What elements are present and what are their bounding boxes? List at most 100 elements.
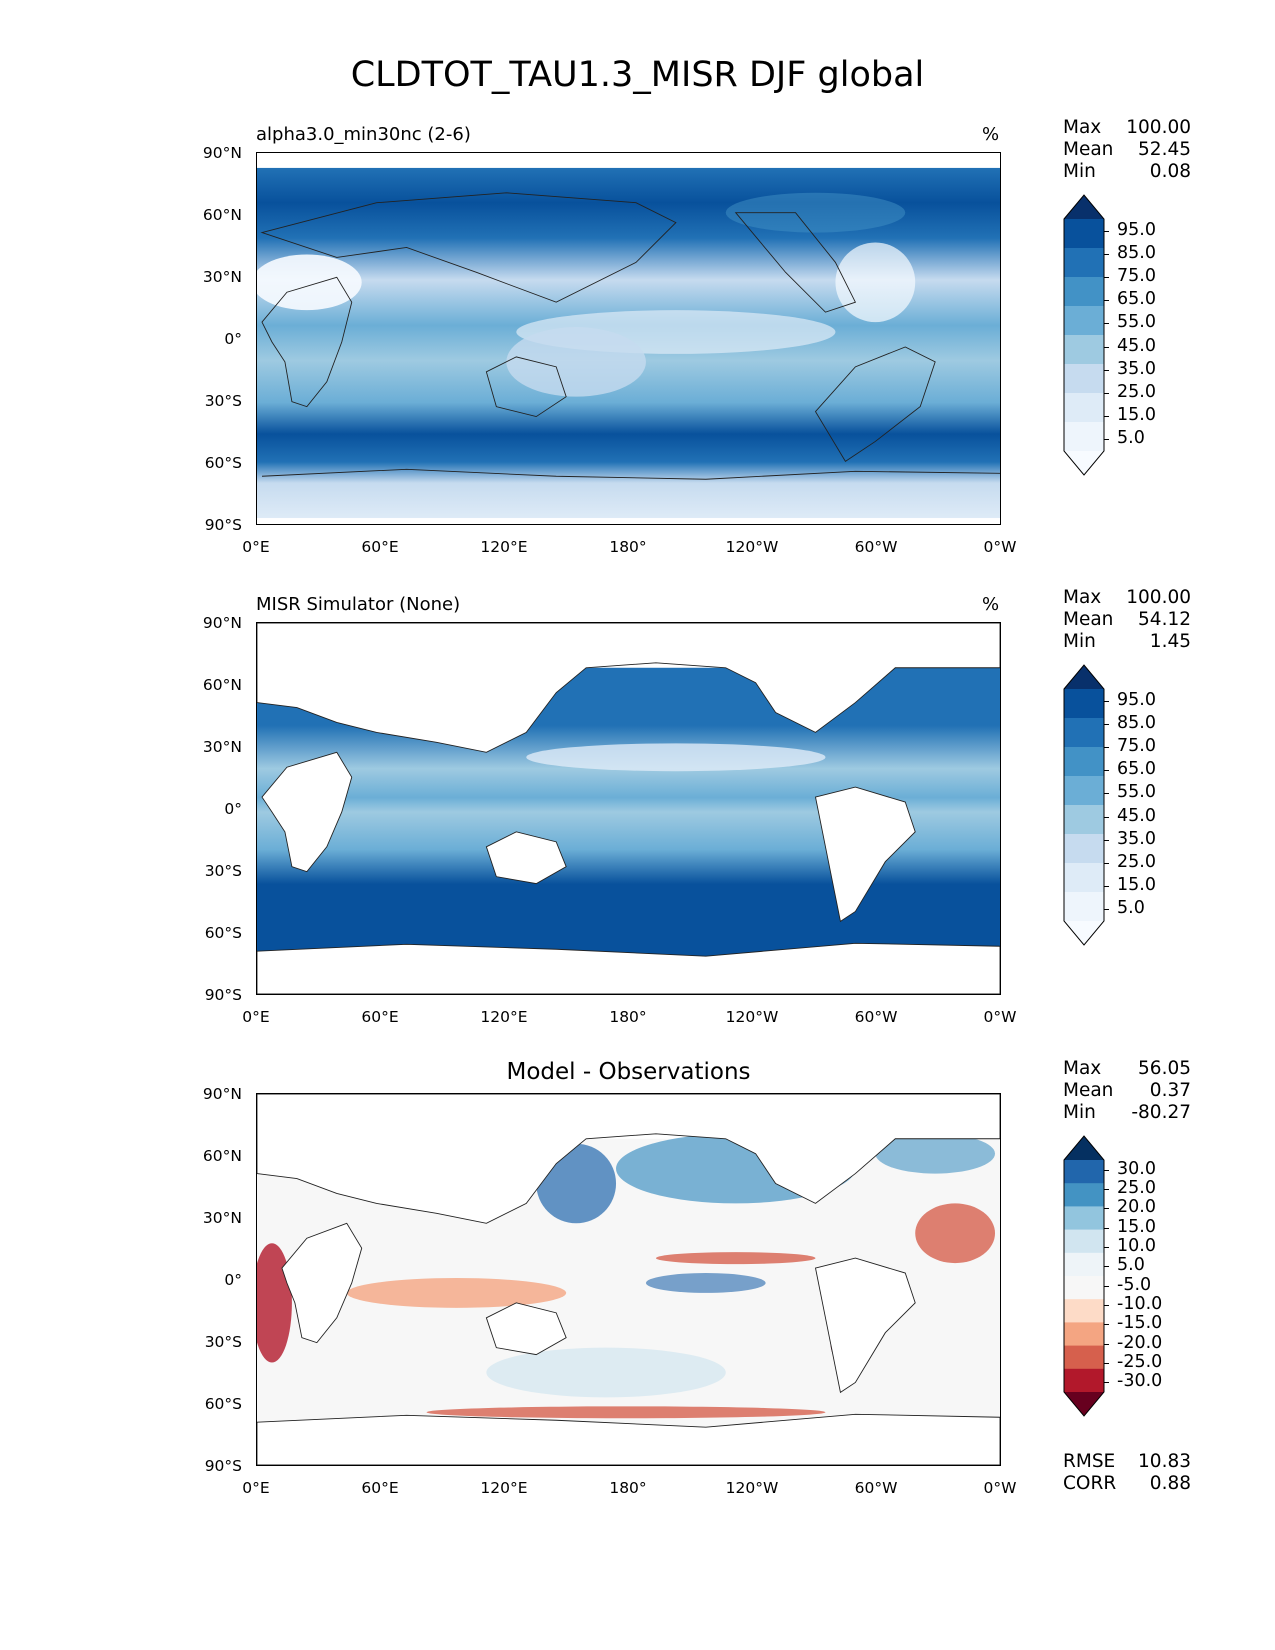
panel-title: MISR Simulator (None)	[256, 594, 461, 615]
colorbar-bin	[1064, 1229, 1104, 1254]
colorbar-tick	[1104, 863, 1109, 864]
colorbar-tick-label: 25.0	[1117, 852, 1156, 872]
stat-value: 0.88	[1149, 1473, 1191, 1494]
lat-tick: 30°N	[202, 738, 242, 756]
stat-label: Mean	[1063, 139, 1114, 160]
stat-label: Max	[1063, 1058, 1102, 1079]
colorbar-tick-label: 5.0	[1117, 1255, 1145, 1276]
colorbar-bin	[1064, 747, 1104, 777]
lon-tick: 0°W	[983, 1479, 1017, 1497]
colorbar-tick-label: 5.0	[1117, 428, 1145, 449]
colorbar-tick-label: 5.0	[1117, 898, 1145, 919]
lat-tick: 60°N	[202, 206, 242, 224]
stat-value: 56.05	[1138, 1058, 1191, 1079]
colorbar-tick-label: -30.0	[1117, 1371, 1163, 1392]
colorbar-bin	[1064, 219, 1104, 249]
colorbar-bin	[1064, 1206, 1104, 1231]
panel-difference: Model - Observations 90°N 60°N 30°N	[0, 1058, 1275, 1533]
colorbar-tick-label: 75.0	[1117, 266, 1156, 286]
colorbar-bin	[1064, 1322, 1104, 1347]
colorbar-bin	[1064, 1252, 1104, 1277]
stat-label: Min	[1063, 161, 1096, 182]
stat-value: 0.37	[1149, 1080, 1191, 1101]
stat-value: -80.27	[1131, 1102, 1191, 1123]
stat-value: 54.12	[1138, 609, 1191, 630]
colorbar-bin	[1064, 1183, 1104, 1207]
colorbar-tick-label: 95.0	[1117, 219, 1156, 240]
colorbar-tick	[1104, 770, 1109, 772]
stat-label: Mean	[1063, 1080, 1114, 1101]
rmse-corr-box: RMSE 10.83 CORR 0.88	[1063, 1451, 1191, 1495]
colorbar-tick-label: 75.0	[1117, 736, 1156, 756]
colorbar-tick	[1104, 277, 1109, 278]
colorbar-extend-bottom	[1064, 1392, 1104, 1416]
map-plot-area	[256, 622, 1001, 995]
colorbar-graphic	[1063, 664, 1105, 946]
colorbar-tick-label: 55.0	[1117, 312, 1156, 333]
colorbar-tick	[1104, 439, 1109, 441]
colorbar-tick	[1104, 300, 1109, 302]
lat-tick: 60°N	[202, 676, 242, 694]
colorbar-tick	[1104, 1189, 1109, 1190]
colorbar-tick	[1104, 747, 1109, 748]
units-label: %	[982, 124, 1000, 145]
lat-tick: 90°N	[202, 1085, 242, 1103]
colorbar-bin	[1064, 393, 1104, 423]
lat-tick: 60°N	[202, 1147, 242, 1165]
colorbar-tick-label: 15.0	[1117, 875, 1156, 896]
lat-tick: 90°S	[204, 516, 242, 534]
colorbar-tick	[1104, 700, 1109, 702]
lon-tick: 0°W	[983, 1008, 1017, 1026]
stat-value: 1.45	[1149, 631, 1191, 652]
colorbar-tick	[1104, 1247, 1109, 1248]
colorbar-tick	[1104, 230, 1109, 232]
colorbar-tick	[1104, 723, 1109, 725]
map-field	[257, 167, 1000, 519]
lat-tick: 90°S	[204, 986, 242, 1004]
colorbar-tick	[1104, 1208, 1109, 1210]
colorbar-bin	[1064, 335, 1104, 365]
lon-tick: 60°W	[854, 1008, 898, 1026]
colorbar-graphic	[1063, 194, 1105, 476]
lat-tick: 90°S	[204, 1457, 242, 1475]
colorbar-tick-label: 95.0	[1117, 689, 1156, 710]
stat-value: 100.00	[1126, 117, 1191, 138]
colorbar-bin	[1064, 718, 1104, 748]
lat-tick: 0°	[224, 800, 242, 818]
lon-tick: 60°E	[361, 1479, 399, 1497]
colorbar-tick-label: -20.0	[1117, 1332, 1163, 1353]
stat-label: Mean	[1063, 609, 1114, 630]
colorbar-outline	[1063, 194, 1105, 476]
colorbar-tick	[1104, 816, 1109, 818]
colorbar-bin	[1064, 1276, 1104, 1300]
colorbar-tick	[1104, 1285, 1109, 1287]
lon-tick: 120°W	[725, 1008, 779, 1026]
colorbar-outline	[1063, 664, 1105, 946]
lon-tick: 120°W	[725, 538, 779, 556]
colorbar-tick	[1104, 369, 1109, 371]
lat-tick: 30°N	[202, 1209, 242, 1227]
colorbar-tick	[1104, 253, 1109, 255]
stat-label: Max	[1063, 117, 1102, 138]
stat-value: 10.83	[1138, 1451, 1191, 1472]
stat-label: Min	[1063, 631, 1096, 652]
colorbar-bin	[1064, 1160, 1104, 1184]
map-plot-area	[256, 152, 1001, 525]
colorbar-tick-label: 30.0	[1117, 1158, 1156, 1179]
stat-label: Max	[1063, 587, 1102, 608]
colorbar-tick	[1104, 1227, 1109, 1229]
colorbar-tick-label: 10.0	[1117, 1236, 1156, 1256]
stat-label: CORR	[1063, 1473, 1117, 1494]
colorbar-tick	[1104, 1382, 1109, 1384]
colorbar-bin	[1064, 805, 1104, 835]
colorbar-bin	[1064, 1368, 1104, 1393]
stat-value: 0.08	[1149, 161, 1191, 182]
map-field	[257, 623, 1000, 994]
lon-tick: 120°E	[480, 538, 528, 556]
lat-tick: 30°S	[204, 392, 242, 410]
colorbar-extend-top	[1064, 195, 1104, 219]
colorbar-tick	[1104, 323, 1109, 325]
colorbar-tick	[1104, 346, 1109, 348]
stat-label: Min	[1063, 1102, 1096, 1123]
colorbar-tick	[1104, 793, 1109, 795]
